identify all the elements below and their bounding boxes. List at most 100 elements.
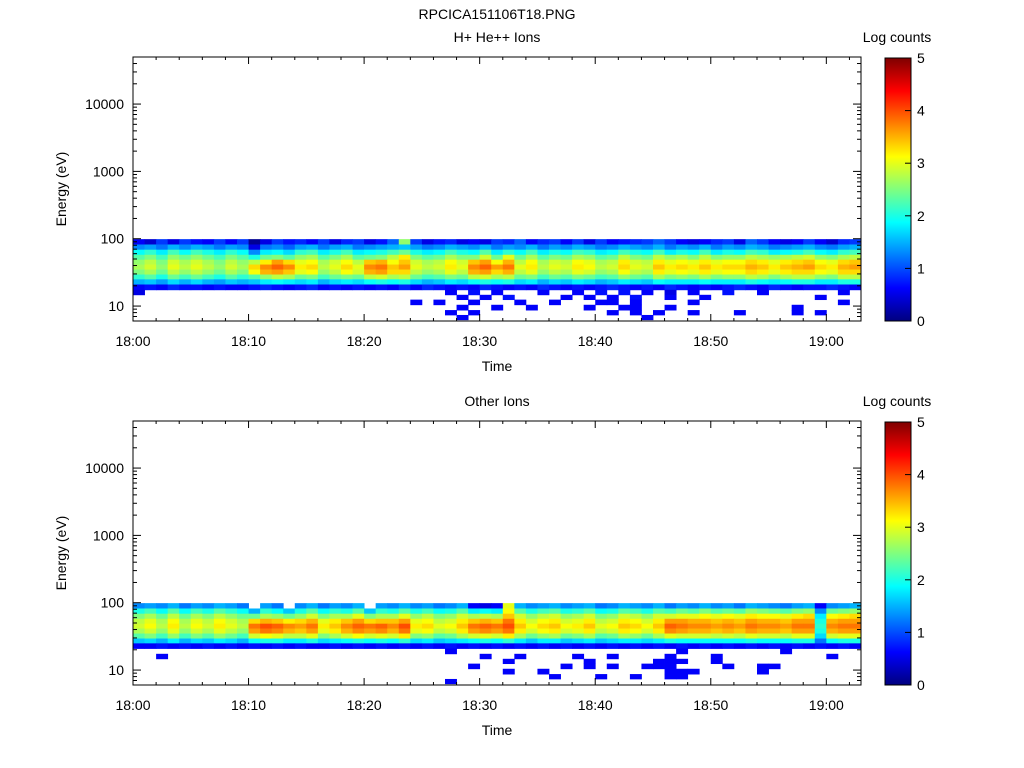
heatmap-cell bbox=[560, 264, 573, 270]
heatmap-cell bbox=[352, 254, 365, 261]
heatmap-cell bbox=[283, 244, 296, 251]
heatmap-cell bbox=[294, 603, 307, 609]
y-axis-label: Energy (eV) bbox=[53, 516, 69, 591]
heatmap-cell bbox=[341, 618, 353, 625]
heatmap-cell bbox=[687, 628, 700, 634]
heatmap-cell bbox=[745, 633, 758, 639]
y-tick-label: 100 bbox=[101, 595, 125, 611]
heatmap-cell bbox=[606, 254, 619, 261]
heatmap-cell bbox=[202, 633, 215, 639]
heatmap-cell bbox=[814, 274, 827, 280]
heatmap-cell bbox=[133, 613, 145, 620]
heatmap-cell bbox=[514, 618, 527, 625]
heatmap-cell bbox=[375, 643, 388, 649]
heatmap-cell bbox=[641, 289, 654, 296]
heatmap-cell bbox=[722, 289, 735, 296]
heatmap-cell bbox=[375, 244, 388, 251]
heatmap-cell bbox=[814, 249, 827, 256]
heatmap-cell bbox=[791, 310, 804, 316]
heatmap-cell bbox=[398, 623, 411, 629]
heatmap-cell bbox=[502, 249, 515, 256]
heatmap-cell bbox=[502, 294, 515, 301]
heatmap-cell bbox=[410, 613, 423, 620]
heatmap-cell bbox=[479, 254, 492, 261]
heatmap-cell bbox=[849, 613, 862, 620]
heatmap-cell bbox=[814, 638, 827, 644]
heatmap-cell bbox=[433, 623, 446, 629]
heatmap-cell bbox=[133, 603, 145, 609]
colorbar-label: Log counts bbox=[863, 393, 932, 409]
heatmap-cell bbox=[352, 239, 365, 245]
heatmap-cell bbox=[560, 628, 573, 634]
heatmap-cell bbox=[595, 274, 608, 280]
heatmap-cell bbox=[306, 239, 319, 245]
heatmap-cell bbox=[514, 249, 527, 256]
heatmap-cell bbox=[618, 618, 631, 625]
heatmap-cell bbox=[606, 284, 619, 291]
heatmap-cell bbox=[213, 628, 226, 634]
heatmap-cell bbox=[618, 244, 631, 251]
heatmap-cell bbox=[583, 244, 596, 251]
heatmap-cell bbox=[156, 279, 169, 285]
heatmap-cell bbox=[653, 264, 665, 270]
heatmap-cell bbox=[317, 239, 330, 245]
heatmap-cell bbox=[560, 284, 573, 291]
heatmap-cell bbox=[653, 254, 665, 261]
heatmap-cell bbox=[294, 239, 307, 245]
heatmap-cell bbox=[710, 608, 723, 615]
heatmap-cell bbox=[433, 613, 446, 620]
heatmap-cell bbox=[317, 633, 330, 639]
heatmap-cell bbox=[341, 259, 353, 265]
heatmap-cell bbox=[260, 279, 273, 285]
heatmap-cell bbox=[653, 244, 665, 251]
heatmap-cell bbox=[606, 633, 619, 639]
heatmap-cell bbox=[202, 264, 215, 270]
heatmap-cell bbox=[618, 623, 631, 629]
heatmap-cell bbox=[757, 663, 769, 670]
heatmap-cell bbox=[491, 603, 504, 609]
heatmap-cell bbox=[618, 264, 631, 270]
heatmap-cell bbox=[733, 254, 746, 261]
heatmap-cell bbox=[722, 613, 735, 620]
heatmap-cell bbox=[479, 638, 492, 644]
heatmap-cell bbox=[237, 259, 249, 265]
heatmap-cell bbox=[514, 613, 527, 620]
heatmap-cell bbox=[757, 254, 769, 261]
heatmap-cell bbox=[664, 603, 677, 609]
heatmap-cell bbox=[329, 608, 342, 615]
heatmap-cell bbox=[653, 628, 665, 634]
heatmap-cell bbox=[479, 264, 492, 270]
heatmap-cell bbox=[722, 638, 735, 644]
heatmap-cell bbox=[653, 643, 665, 649]
heatmap-cell bbox=[491, 643, 504, 649]
heatmap-cell bbox=[595, 633, 608, 639]
heatmap-cell bbox=[329, 249, 342, 256]
heatmap-cell bbox=[710, 618, 723, 625]
heatmap-cell bbox=[225, 603, 238, 609]
heatmap-cell bbox=[375, 623, 388, 629]
heatmap-cell bbox=[803, 638, 816, 644]
heatmap-cell bbox=[502, 658, 515, 665]
heatmap-cell bbox=[803, 623, 816, 629]
heatmap-cell bbox=[306, 643, 319, 649]
heatmap-cell bbox=[387, 643, 400, 649]
heatmap-cell bbox=[329, 284, 342, 291]
heatmap-cell bbox=[167, 259, 180, 265]
x-tick-label: 18:10 bbox=[231, 333, 266, 349]
heatmap-cell bbox=[676, 623, 689, 629]
heatmap-cell bbox=[722, 633, 735, 639]
heatmap-cell bbox=[606, 643, 619, 649]
heatmap-cell bbox=[687, 613, 700, 620]
heatmap-cell bbox=[306, 254, 319, 261]
heatmap-cell bbox=[456, 249, 469, 256]
y-tick-label: 10 bbox=[108, 298, 124, 314]
heatmap-cell bbox=[514, 643, 527, 649]
heatmap-cell bbox=[294, 264, 307, 270]
heatmap-cell bbox=[583, 638, 596, 644]
heatmap-cell bbox=[676, 674, 689, 680]
heatmap-cell bbox=[572, 608, 585, 615]
heatmap-cell bbox=[560, 239, 573, 245]
colorbar-tick-label: 2 bbox=[917, 572, 925, 588]
heatmap-cell bbox=[687, 254, 700, 261]
heatmap-cell bbox=[676, 658, 689, 665]
